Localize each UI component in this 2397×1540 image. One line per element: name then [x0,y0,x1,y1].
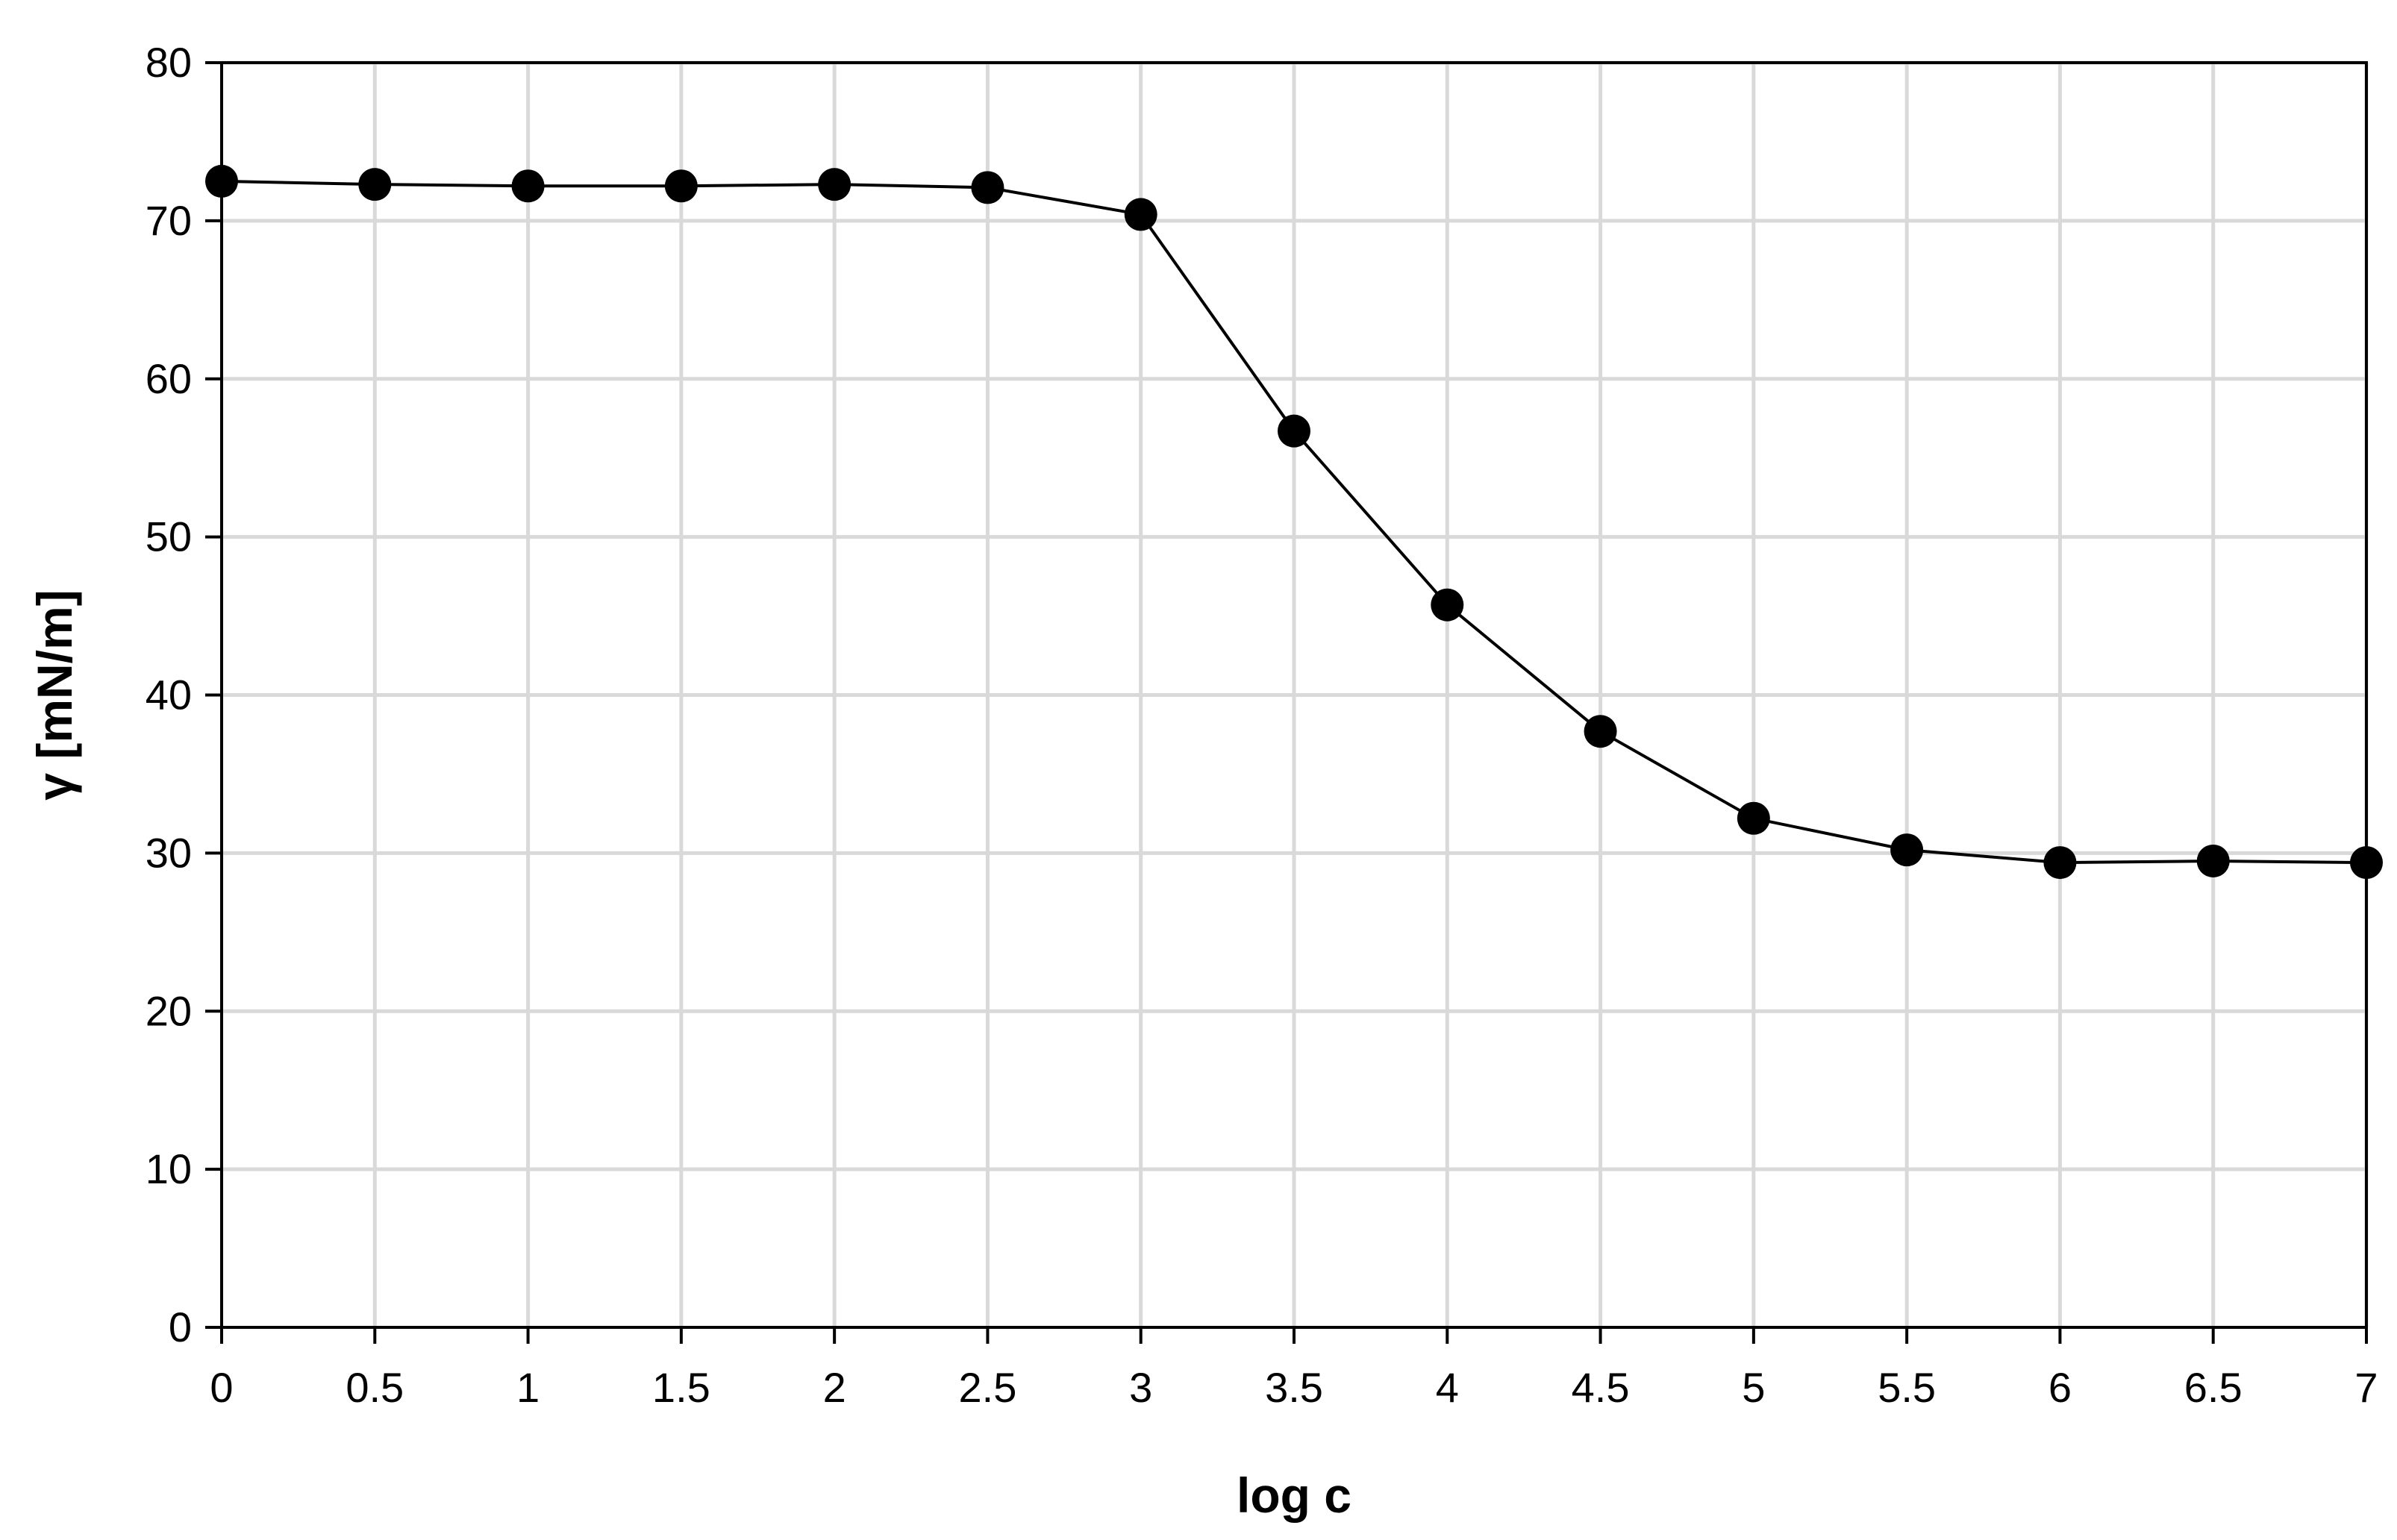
data-point [2043,846,2077,880]
data-point [1124,198,1157,231]
x-tick-label: 1 [516,1364,540,1411]
x-tick-label: 4 [1436,1364,1459,1411]
x-axis-title: log c [1237,1468,1351,1523]
y-tick-label: 40 [146,672,192,719]
y-axis-title: γ [mN/m] [27,589,82,800]
data-point [511,169,545,203]
x-tick-label: 2.5 [958,1364,1016,1411]
data-point [1278,414,1310,448]
series-layer [205,164,2383,880]
data-point [1890,833,1924,867]
x-tick-label: 3 [1129,1364,1152,1411]
tick-label-layer: 0 10 20 30 40 50 60 70 80 0 0.5 1 1.5 2 2.5 3 3.5 4 4.5 5 5.… [146,39,2378,1411]
x-tick-label: 4.5 [1572,1364,1630,1411]
x-tick-label: 0 [210,1364,233,1411]
x-tick-label: 1.5 [652,1364,710,1411]
y-tick-label: 20 [146,987,192,1034]
x-tick-label: 7 [2354,1364,2378,1411]
y-tick-label: 10 [146,1145,192,1192]
data-point [1737,801,1770,835]
axis-layer [205,61,2368,1344]
y-tick-label: 80 [146,39,192,86]
data-point [664,169,698,203]
grid-layer [222,60,2369,1327]
y-tick-label: 0 [169,1303,192,1350]
y-tick-label: 50 [146,513,192,560]
data-point [818,168,851,201]
data-point [1584,715,1617,748]
x-tick-label: 6.5 [2184,1364,2243,1411]
plot-frame [220,61,2368,1329]
y-tick-label: 70 [146,197,192,244]
x-tick-label: 5.5 [1878,1364,1936,1411]
x-tick-label: 2 [823,1364,846,1411]
x-tick-label: 6 [2048,1364,2072,1411]
x-tick-label: 0.5 [346,1364,404,1411]
data-point [358,168,392,201]
y-tick-label: 60 [146,355,192,402]
data-point [1431,588,1464,622]
x-tick-label: 3.5 [1265,1364,1323,1411]
data-point [2350,846,2383,880]
data-point [2196,844,2230,877]
data-point [205,164,238,198]
x-tick-label: 5 [1742,1364,1765,1411]
data-point [971,171,1004,204]
y-tick-label: 30 [146,829,192,876]
